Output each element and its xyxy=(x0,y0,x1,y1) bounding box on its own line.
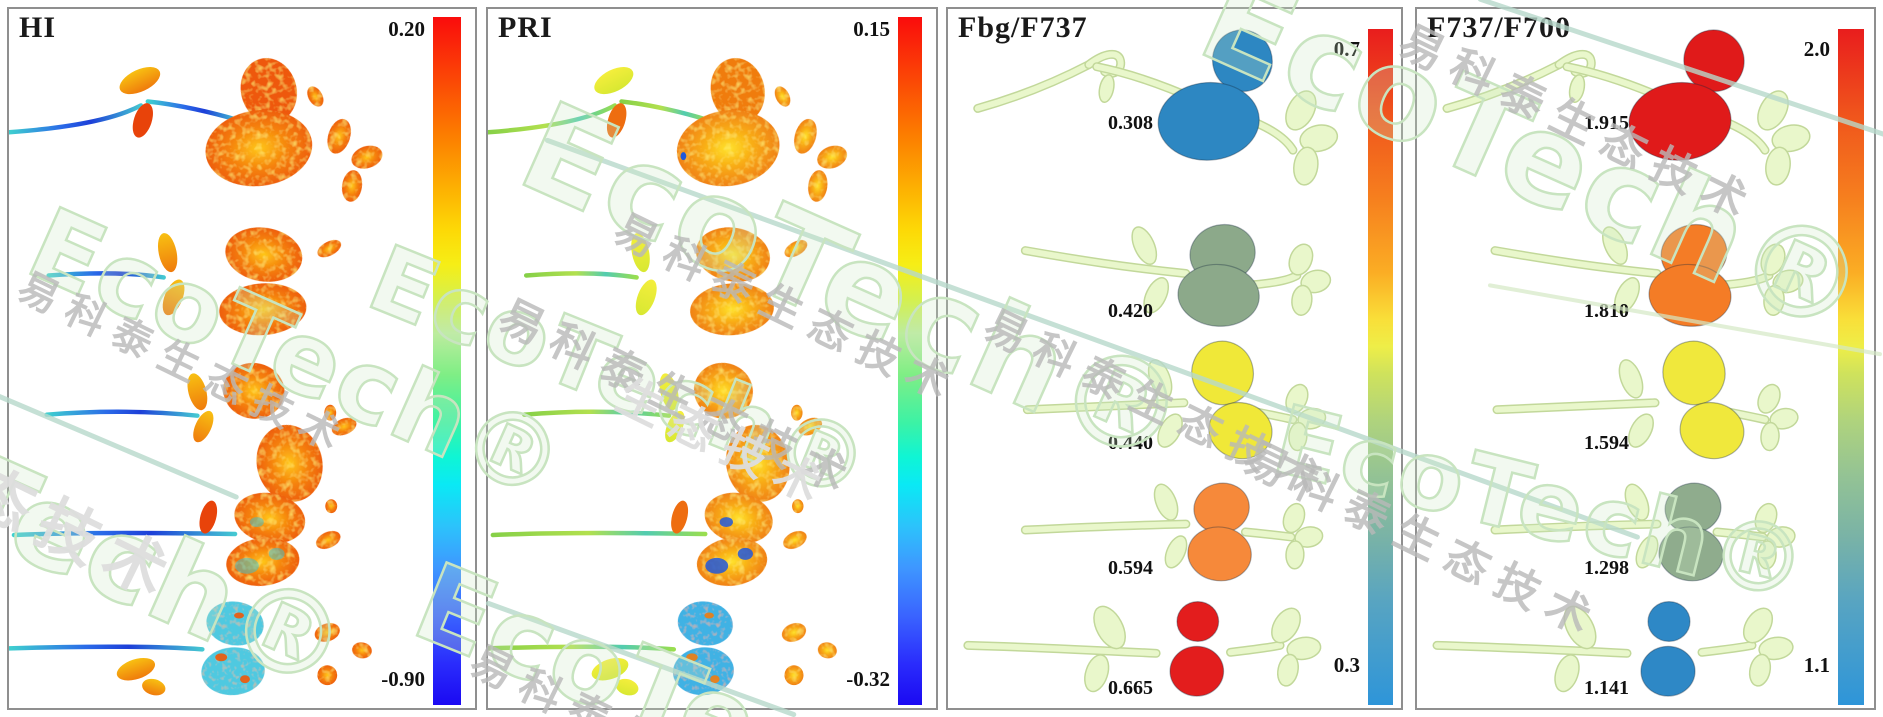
f737-f700-plant-value-3: 1.594 xyxy=(1584,432,1629,454)
f737-f700-segmented-image xyxy=(1432,29,1811,697)
fbg-f737-colorbar-max-label: 0.7 xyxy=(1333,37,1360,61)
hi-colorbar-min-label: -0.90 xyxy=(381,667,425,691)
f737-f700-panel-title: F737/F700 xyxy=(1427,11,1571,44)
pri-colorbar-min-label: -0.32 xyxy=(846,667,890,691)
hi-colorbar xyxy=(433,17,461,705)
hi-heatmap-image xyxy=(9,58,383,696)
pri-panel-title: PRI xyxy=(498,11,553,44)
fbg-f737-plant-value-3: 0.440 xyxy=(1108,432,1153,454)
hi-panel-title: HI xyxy=(19,11,57,44)
f737-f700-colorbar-min-label: 1.1 xyxy=(1803,653,1830,677)
fbg-f737-plant-value-2: 0.420 xyxy=(1108,300,1153,322)
fbg-f737-plant-value-5: 0.665 xyxy=(1108,677,1153,699)
panel-fbg-f737: 0.7 0.3 0.308 0.420 0.440 0.594 0.665 Fb… xyxy=(946,7,1403,710)
seedling-rows xyxy=(488,58,847,696)
f737-f700-plant-value-5: 1.141 xyxy=(1584,677,1629,699)
panel-f737-f700: 2.0 1.1 1.915 1.810 1.594 1.298 1.141 F7… xyxy=(1415,7,1876,710)
panel-pri: 0.15 -0.32 PRI xyxy=(486,7,938,710)
fbg-f737-colorbar xyxy=(1368,29,1393,705)
fbg-f737-segmented-image xyxy=(963,29,1339,697)
seedling-rows xyxy=(9,58,383,696)
pri-colorbar xyxy=(898,17,922,705)
f737-f700-plant-value-4: 1.298 xyxy=(1584,557,1629,579)
segmented-seedling-rows xyxy=(963,29,1339,697)
f737-f700-plant-value-2: 1.810 xyxy=(1584,300,1629,322)
f737-f700-colorbar-max-label: 2.0 xyxy=(1803,37,1830,61)
panel-hi: 0.20 -0.90 HI xyxy=(7,7,477,710)
pri-heatmap-image xyxy=(488,58,847,696)
fbg-f737-plant-value-4: 0.594 xyxy=(1108,557,1153,579)
hi-colorbar-max-label: 0.20 xyxy=(388,17,425,41)
f737-f700-plant-value-1: 1.915 xyxy=(1584,112,1629,134)
fbg-f737-panel-title: Fbg/F737 xyxy=(958,11,1088,44)
f737-f700-colorbar xyxy=(1838,29,1864,705)
fbg-f737-plant-value-1: 0.308 xyxy=(1108,112,1153,134)
fbg-f737-colorbar-min-label: 0.3 xyxy=(1333,653,1360,677)
pri-colorbar-max-label: 0.15 xyxy=(853,17,890,41)
